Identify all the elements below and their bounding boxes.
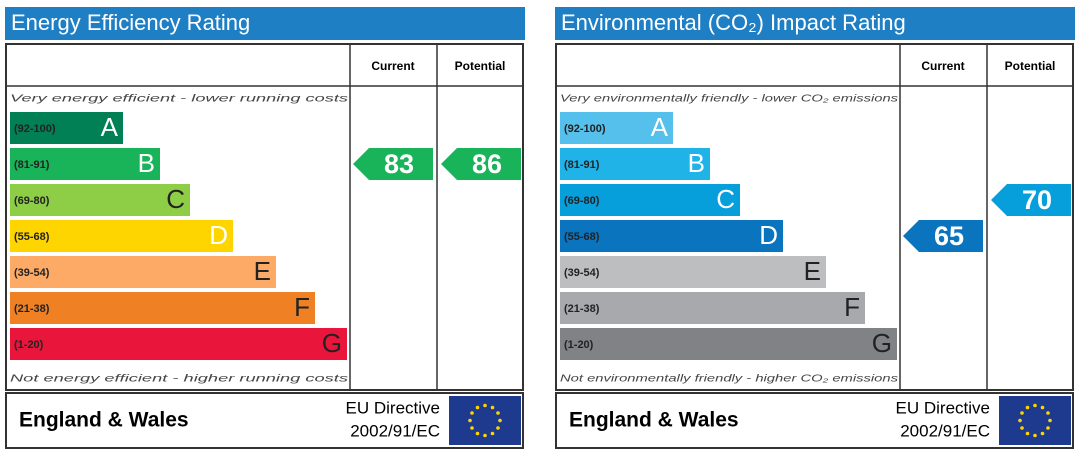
band-letter: E — [804, 256, 821, 286]
column-header: Potential — [455, 59, 506, 73]
eu-star — [496, 411, 500, 415]
rating-value: 65 — [934, 221, 964, 251]
band-range: (39-54) — [564, 267, 600, 279]
eu-star — [1040, 405, 1045, 410]
band-range: (69-80) — [564, 195, 600, 207]
eu-star — [483, 403, 487, 408]
rating-band — [10, 292, 315, 324]
band-letter: D — [209, 220, 228, 250]
eu-flag — [449, 396, 521, 445]
eu-star — [498, 418, 502, 423]
eu-star — [490, 431, 495, 436]
column-header: Current — [371, 59, 414, 73]
band-range: (81-91) — [564, 159, 600, 171]
rating-band — [10, 184, 190, 216]
rating-band — [560, 328, 897, 360]
rating-band — [560, 112, 673, 144]
eu-star — [483, 433, 487, 438]
panel-title: Energy Efficiency Rating — [11, 10, 250, 35]
band-range: (81-91) — [14, 159, 50, 171]
eu-star — [1046, 426, 1050, 430]
rating-band — [560, 220, 783, 252]
band-letter: G — [872, 328, 892, 358]
bottom-note: Not environmentally friendly - higher CO… — [560, 374, 898, 385]
band-letter: B — [688, 148, 705, 178]
rating-arrow — [353, 148, 433, 180]
eu-star — [470, 411, 474, 415]
rating-band — [560, 148, 710, 180]
eu-star — [468, 418, 472, 423]
rating-value: 83 — [384, 149, 414, 179]
band-range: (92-100) — [14, 123, 56, 135]
band-range: (1-20) — [564, 339, 594, 351]
rating-band — [560, 256, 826, 288]
footer-region: England & Wales — [19, 409, 189, 432]
band-range: (69-80) — [14, 195, 50, 207]
rating-band — [10, 112, 123, 144]
band-letter: D — [759, 220, 778, 250]
band-range: (55-68) — [14, 231, 50, 243]
footer-frame — [555, 392, 1074, 449]
rating-band — [560, 184, 740, 216]
eu-star — [1033, 433, 1037, 438]
eu-star — [1020, 411, 1024, 415]
eu-star — [1033, 403, 1037, 408]
title-bar — [5, 7, 525, 40]
panel-title: Environmental (CO₂) Impact Rating — [561, 10, 906, 35]
band-range: (92-100) — [564, 123, 606, 135]
eu-star — [475, 405, 480, 410]
footer-frame — [5, 392, 524, 449]
column-header: Current — [921, 59, 964, 73]
band-letter: G — [322, 328, 342, 358]
rating-arrow — [903, 220, 983, 252]
eu-star — [1020, 426, 1024, 430]
footer-region: England & Wales — [569, 409, 739, 432]
rating-value: 70 — [1022, 185, 1052, 215]
eu-star — [1040, 431, 1045, 436]
eu-star — [470, 426, 474, 430]
title-bar — [555, 7, 1075, 40]
frame — [555, 43, 1074, 391]
band-letter: B — [138, 148, 155, 178]
rating-band — [10, 220, 233, 252]
band-range: (39-54) — [14, 267, 50, 279]
footer-code: 2002/91/EC — [900, 421, 990, 440]
band-letter: A — [101, 112, 119, 142]
eu-star — [496, 426, 500, 430]
eu-flag — [999, 396, 1071, 445]
column-header: Potential — [1005, 59, 1056, 73]
band-letter: C — [166, 184, 185, 214]
band-range: (1-20) — [14, 339, 44, 351]
rating-band — [10, 148, 160, 180]
top-note: Very energy efficient - lower running co… — [10, 94, 348, 105]
band-range: (55-68) — [564, 231, 600, 243]
footer-code: 2002/91/EC — [350, 421, 440, 440]
rating-arrow — [991, 184, 1071, 216]
rating-band — [10, 256, 276, 288]
eu-star — [1025, 405, 1030, 410]
band-letter: C — [716, 184, 735, 214]
frame — [5, 43, 524, 391]
band-range: (21-38) — [564, 303, 600, 315]
eu-star — [1046, 411, 1050, 415]
band-letter: A — [651, 112, 669, 142]
rating-band — [560, 292, 865, 324]
bottom-note: Not energy efficient - higher running co… — [10, 374, 348, 385]
rating-band — [10, 328, 347, 360]
eu-star — [475, 431, 480, 436]
top-note: Very environmentally friendly - lower CO… — [560, 94, 898, 105]
band-letter: F — [294, 292, 310, 322]
band-letter: F — [844, 292, 860, 322]
eu-star — [1025, 431, 1030, 436]
band-range: (21-38) — [14, 303, 50, 315]
eu-star — [1018, 418, 1022, 423]
band-letter: E — [254, 256, 271, 286]
eu-star — [490, 405, 495, 410]
footer-directive: EU Directive — [346, 398, 440, 417]
rating-arrow — [441, 148, 521, 180]
footer-directive: EU Directive — [896, 398, 990, 417]
rating-value: 86 — [472, 149, 502, 179]
eu-star — [1048, 418, 1052, 423]
